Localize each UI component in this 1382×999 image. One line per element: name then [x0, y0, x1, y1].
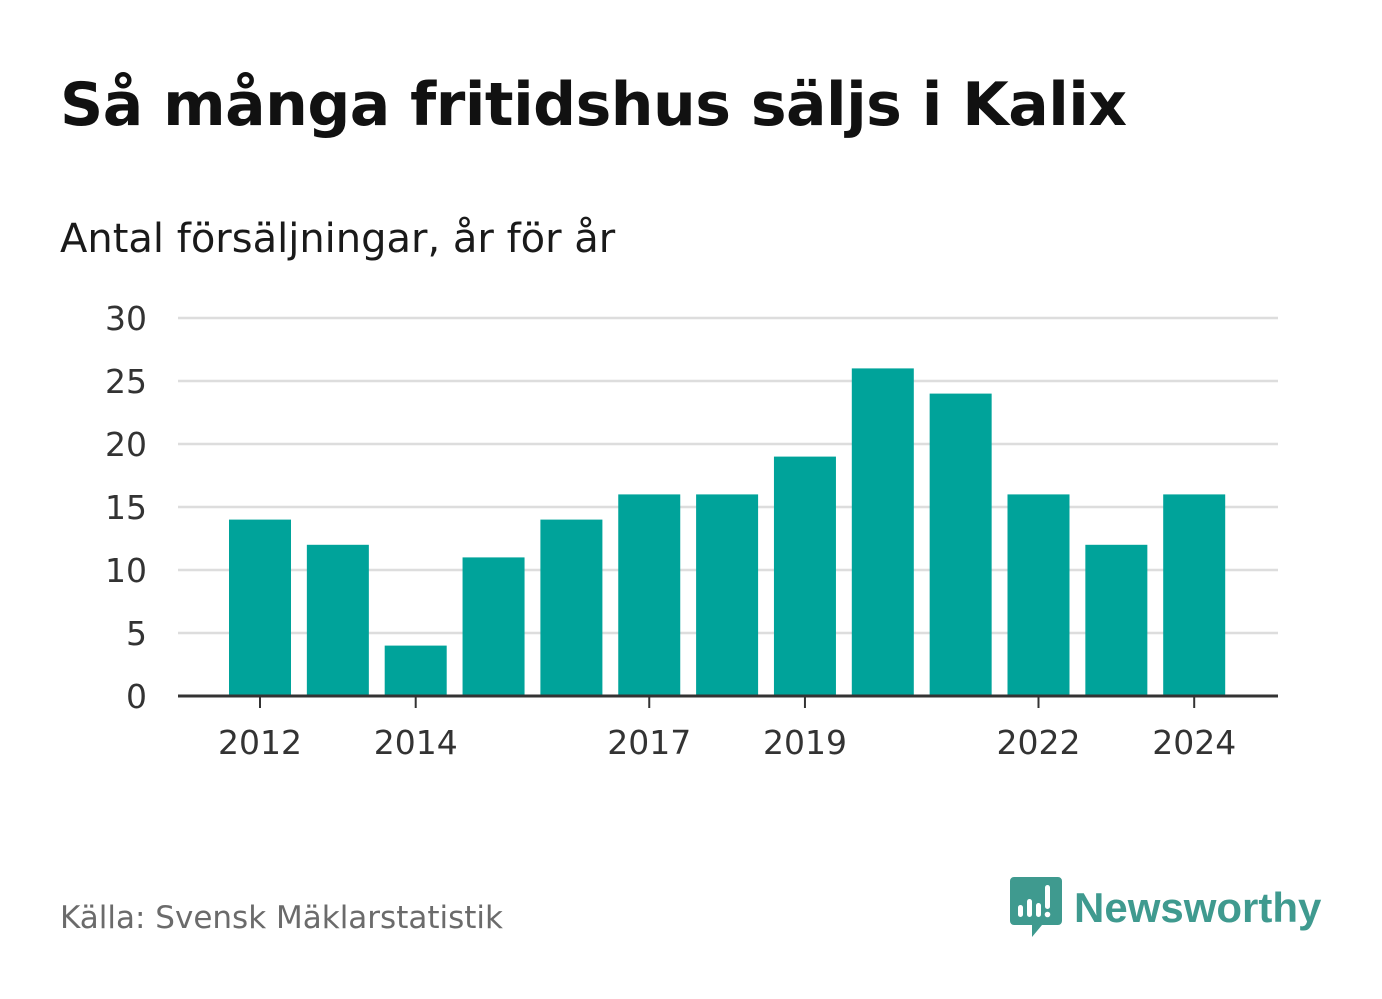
- bar-2024: [1163, 494, 1226, 696]
- x-tick-label: 2014: [374, 723, 458, 762]
- bar-2015: [462, 557, 525, 696]
- bar-2013: [306, 544, 369, 696]
- bar-2016: [540, 519, 603, 696]
- chart-title: Så många fritidshus säljs i Kalix: [60, 70, 1127, 140]
- y-tick-label: 25: [105, 362, 147, 401]
- x-tick-label: 2017: [607, 723, 691, 762]
- y-tick-label: 30: [105, 299, 147, 338]
- bar-2012: [229, 519, 291, 696]
- bar-2017: [618, 494, 681, 696]
- bar-2020: [851, 368, 914, 696]
- x-tick-label: 2012: [218, 723, 302, 762]
- x-tick-label: 2019: [763, 723, 847, 762]
- bar-2019: [773, 456, 836, 696]
- bar-chart-speech-bubble-icon: [1010, 877, 1062, 937]
- chart-subtitle: Antal försäljningar, år för år: [60, 216, 616, 262]
- bar-2014: [384, 645, 447, 696]
- x-tick-label: 2022: [997, 723, 1081, 762]
- bar-2023: [1085, 544, 1148, 696]
- bar-2021: [929, 393, 992, 696]
- y-tick-label: 20: [105, 425, 147, 464]
- y-tick-label: 5: [126, 614, 147, 653]
- bar-2018: [696, 494, 759, 696]
- source-note: Källa: Svensk Mäklarstatistik: [60, 900, 503, 936]
- y-tick-label: 10: [105, 551, 147, 590]
- bar-2022: [1007, 494, 1070, 696]
- brand-logo: Newsworthy: [1010, 877, 1321, 939]
- x-tick-label: 2024: [1152, 723, 1236, 762]
- y-tick-label: 15: [105, 488, 147, 527]
- y-tick-label: 0: [126, 677, 147, 716]
- brand-name: Newsworthy: [1074, 884, 1322, 931]
